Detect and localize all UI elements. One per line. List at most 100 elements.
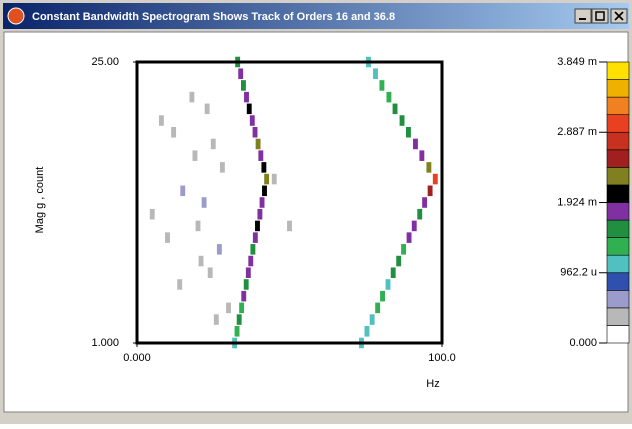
spectrogram-cell [207,267,213,279]
spectrogram-cell [385,279,391,290]
colorbar-swatch [606,131,630,151]
spectrogram-cell [258,150,264,161]
colorbar-tick-label: 1.924 m [557,196,597,208]
spectrogram-cell [255,138,261,150]
spectrogram-cell [426,162,432,173]
spectrogram-cell [210,138,216,150]
spectrogram-cell [246,103,252,115]
plot-frame [135,60,444,345]
colorbar-swatch [606,325,630,344]
spectrogram-cell [158,115,164,126]
y-tick-label: 25.00 [91,56,119,68]
x-tick-label: 100.0 [428,352,456,364]
spectrogram-cell [249,115,255,126]
spectrogram-cell [216,244,222,255]
close-icon [614,11,624,21]
spectrogram-cell [195,220,201,232]
colorbar-tick-label: 0.000 [569,337,597,349]
window-title: Constant Bandwidth Spectrogram Shows Tra… [32,11,395,23]
spectrogram-cell [177,279,183,290]
x-axis-label: Hz [426,378,439,390]
spectrogram-cell [238,68,244,79]
spectrogram-cell [244,91,249,103]
colorbar-swatch [606,307,630,326]
colorbar-swatch [606,61,630,80]
spectrogram-cell [201,197,207,208]
spectrogram-cell [204,103,210,115]
spectrogram-cell [396,255,402,267]
spectrogram-cell [219,162,225,173]
spectrogram-cell [262,185,267,197]
spectrogram-cell [422,197,428,208]
colorbar-tick-label: 3.849 m [557,56,597,68]
maximize-icon [595,11,605,21]
spectrogram-cell [257,208,263,220]
app-icon[interactable] [7,7,25,25]
window-buttons [574,8,628,24]
spectrogram-cell [149,208,155,220]
spectrogram-cell [198,255,204,267]
title-bar [3,3,629,29]
colorbar-swatch [606,184,630,203]
spectrogram-cell [419,150,425,161]
x-tick-label: 0.000 [123,352,151,364]
y-tick-label: 1.000 [91,337,119,349]
spectrogram-cell [255,220,260,232]
spectrogram-cell [417,208,423,220]
spectrogram-cell [250,244,256,255]
spectrogram-cell [411,220,417,232]
spectrogram-cell [432,173,438,185]
colorbar-swatch [606,237,630,256]
client-area [3,31,629,413]
spectrogram-cell [241,290,247,302]
spectrogram-cell [261,162,267,173]
colorbar-swatch [606,272,630,291]
spectrogram-cell [271,173,277,185]
spectrogram-cell [252,232,258,243]
colorbar-swatch [606,290,630,309]
spectrogram-cell [392,103,398,115]
spectrogram-cell [180,185,186,197]
spectrogram-cell [413,138,418,150]
colorbar-swatch [606,167,630,186]
spectrogram-cell [406,126,411,138]
colorbar-tick-label: 962.2 u [560,267,597,279]
spectrogram-cell [364,326,370,337]
spectrogram-cell [241,80,246,91]
spectrogram-cell [239,302,245,314]
spectrogram-cell [264,173,270,185]
colorbar-swatch [606,149,630,168]
spectrogram-cell [406,232,412,243]
spectrogram-cell [236,314,242,325]
spectrogram-cell [375,302,381,314]
spectrogram-cell [390,267,396,279]
spectrogram-cell [243,279,249,290]
spectrogram-cell [369,314,375,325]
spectrogram-cell [380,290,385,302]
spectrogram-cell [386,91,392,103]
spectrogram-cell [248,255,254,267]
maximize-button[interactable] [591,8,609,24]
spectrogram-cell [379,80,385,91]
spectrogram-cell [245,267,251,279]
colorbar-tick-label: 2.887 m [557,126,597,138]
spectrogram-cell [259,197,265,208]
spectrogram-cell [192,150,198,161]
minimize-button[interactable] [574,8,592,24]
colorbar-swatch [606,202,630,221]
colorbar-swatch [606,254,630,274]
colorbar-swatch [606,219,630,238]
spectrogram-cell [252,126,258,138]
colorbar-swatch [606,96,630,115]
colorbar-swatch [606,114,630,133]
spectrogram-cell [213,314,219,325]
spectrogram-cell [399,115,405,126]
colorbar-swatch [606,79,630,98]
spectrogram-cell [427,185,433,197]
spectrogram-cell [189,91,195,103]
spectrogram-cell [226,302,231,314]
spectrogram-cell [171,126,177,138]
spectrogram-cell [401,244,407,255]
spectrogram-cell [373,68,378,79]
y-axis-label: Mag g , count [34,167,46,234]
